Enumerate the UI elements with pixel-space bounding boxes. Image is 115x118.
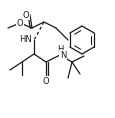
Text: O: O	[22, 11, 29, 19]
Text: N: N	[59, 51, 66, 59]
Text: HN: HN	[19, 36, 32, 44]
Text: H: H	[56, 46, 63, 55]
Text: O: O	[42, 77, 49, 86]
Text: O: O	[17, 19, 23, 27]
